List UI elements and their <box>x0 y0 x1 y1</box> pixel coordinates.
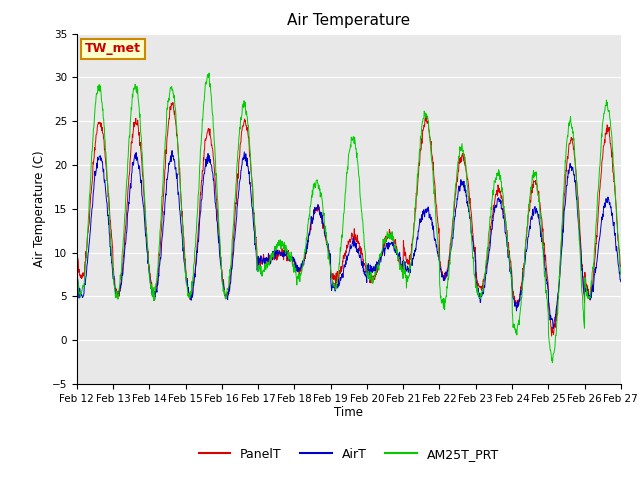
PanelT <box>195 230 202 236</box>
AirT <box>617 279 625 285</box>
AM25T_PRT <box>553 318 561 324</box>
AirT <box>73 271 81 277</box>
Line: AM25T_PRT: AM25T_PRT <box>77 73 621 363</box>
AM25T_PRT <box>505 250 513 255</box>
AM25T_PRT <box>205 70 213 76</box>
PanelT <box>434 215 442 220</box>
AirT <box>434 250 442 256</box>
Title: Air Temperature: Air Temperature <box>287 13 410 28</box>
AirT <box>255 258 263 264</box>
AirT <box>505 252 513 258</box>
X-axis label: Time: Time <box>334 407 364 420</box>
AM25T_PRT <box>255 263 263 268</box>
AirT <box>553 303 561 309</box>
Y-axis label: Air Temperature (C): Air Temperature (C) <box>33 151 46 267</box>
PanelT <box>548 333 556 339</box>
AM25T_PRT <box>73 271 81 277</box>
PanelT <box>181 257 189 263</box>
PanelT <box>255 260 263 266</box>
AM25T_PRT <box>617 272 625 277</box>
PanelT <box>617 264 625 270</box>
AM25T_PRT <box>548 360 556 366</box>
AirT <box>550 325 557 331</box>
Legend: PanelT, AirT, AM25T_PRT: PanelT, AirT, AM25T_PRT <box>194 443 504 466</box>
PanelT <box>169 99 177 105</box>
AirT <box>195 238 202 244</box>
PanelT <box>73 247 81 252</box>
AM25T_PRT <box>434 235 442 241</box>
Line: AirT: AirT <box>77 151 621 328</box>
AM25T_PRT <box>180 255 188 261</box>
Line: PanelT: PanelT <box>77 102 621 336</box>
PanelT <box>553 312 561 318</box>
AM25T_PRT <box>194 204 202 210</box>
AirT <box>181 264 189 269</box>
Text: TW_met: TW_met <box>85 42 141 55</box>
PanelT <box>505 240 513 246</box>
AirT <box>168 148 176 154</box>
